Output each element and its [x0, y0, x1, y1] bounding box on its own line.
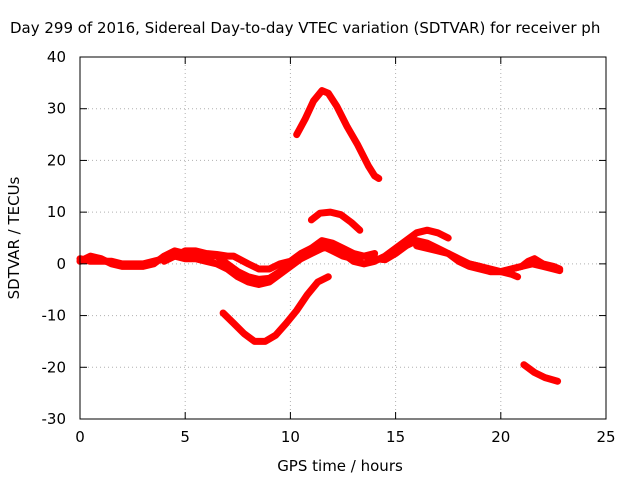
- grid-lines: [80, 57, 606, 419]
- y-tick-label: -10: [42, 307, 67, 325]
- plot-frame: [79, 56, 607, 420]
- series-track-mid-arc: [307, 208, 364, 234]
- series-track-high-arc: [293, 87, 383, 182]
- axis-ticks: 0 5 10 15 20 25 -30 -20 -10 0 10 20 30 40: [42, 48, 616, 446]
- x-tick-label: 15: [386, 428, 405, 446]
- series-track-baseline-c: [160, 242, 379, 273]
- y-tick-label: 40: [47, 48, 66, 66]
- x-tick-label: 20: [491, 428, 510, 446]
- series-track-late-negative: [520, 361, 562, 385]
- series-layer: [76, 87, 564, 385]
- series-track-baseline-e: [413, 242, 564, 276]
- x-tick-label: 25: [596, 428, 615, 446]
- x-axis-title: GPS time / hours: [277, 457, 403, 475]
- x-tick-label: 5: [180, 428, 190, 446]
- y-tick-label: 20: [47, 151, 66, 169]
- x-tick-label: 10: [281, 428, 300, 446]
- series-track-baseline-b: [76, 226, 452, 288]
- x-tick-label: 0: [75, 428, 85, 446]
- y-tick-label: -20: [42, 358, 67, 376]
- y-tick-label: 10: [47, 203, 66, 221]
- y-axis-title: SDTVAR / TECUs: [5, 176, 23, 299]
- chart-title: Day 299 of 2016, Sidereal Day-to-day VTE…: [10, 19, 600, 37]
- y-tick-label: -30: [42, 410, 67, 428]
- series-track-low-arc: [219, 273, 332, 345]
- y-tick-label: 0: [56, 255, 66, 273]
- y-tick-label: 30: [47, 100, 66, 118]
